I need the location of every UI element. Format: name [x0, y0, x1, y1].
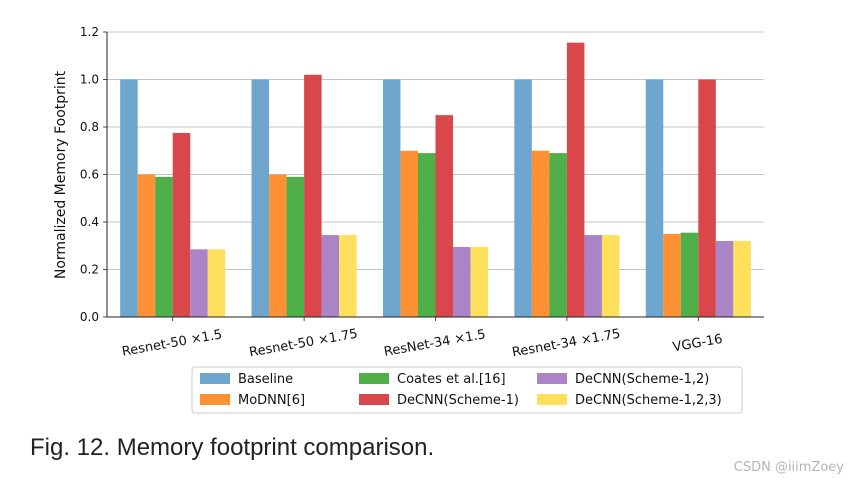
legend-label: DeCNN(Scheme-1,2): [575, 372, 709, 387]
legend-label: Baseline: [238, 372, 293, 387]
bar: [645, 79, 664, 317]
legend-swatch: [537, 394, 567, 405]
bar: [584, 235, 602, 317]
bar: [470, 246, 489, 317]
bar: [120, 79, 138, 317]
y-tick-labels: 0.0 0.2 0.4 0.6 0.8 1.0 1.2: [80, 25, 99, 324]
legend-box: [191, 366, 743, 414]
bar: [417, 153, 436, 317]
legend-label: Coates et al.[16]: [397, 372, 506, 387]
legend-swatch: [537, 373, 567, 384]
legend-swatch: [200, 394, 230, 405]
bar: [304, 74, 322, 317]
bar: [269, 174, 287, 317]
y-tick-label: 1.0: [80, 73, 99, 87]
legend-swatch: [200, 373, 230, 384]
legend-swatch: [359, 373, 389, 384]
bars: [120, 42, 751, 317]
legend: Baseline MoDNN[6] Coates et al.[16] DeCNN(S…: [191, 366, 743, 414]
bar: [155, 176, 173, 317]
x-tick-labels: Resnet-50 ×1.5 Resnet-50 ×1.75 ResNet-34 ×…: [121, 327, 724, 361]
x-tick-label: ResNet-34 ×1.5: [383, 327, 487, 360]
bar: [698, 79, 716, 317]
x-tick-label: VGG-16: [672, 332, 724, 356]
bar: [514, 79, 532, 317]
bar: [137, 174, 156, 317]
bar: [601, 235, 620, 317]
bar: [382, 79, 401, 317]
legend-label: DeCNN(Scheme-1,2,3): [575, 393, 722, 408]
legend-swatch: [359, 394, 389, 405]
bar: [207, 249, 226, 317]
bar: [566, 42, 585, 317]
bar: [251, 79, 270, 317]
legend-label: MoDNN[6]: [238, 393, 305, 408]
y-tick-label: 1.2: [80, 25, 99, 39]
watermark: CSDN @iiimZoey: [733, 460, 844, 475]
bar: [400, 150, 418, 317]
bar: [321, 235, 340, 317]
y-tick-label: 0.4: [80, 215, 99, 229]
bar: [733, 241, 751, 317]
y-tick-label: 0.6: [80, 168, 99, 182]
x-tick-label: Resnet-50 ×1.75: [248, 327, 359, 361]
y-axis-label: Normalized Memory Footprint: [53, 70, 69, 279]
legend-label: DeCNN(Scheme-1): [397, 393, 519, 408]
bar: [663, 233, 681, 317]
bar: [339, 235, 357, 317]
y-tick-label: 0.8: [80, 120, 99, 134]
bar: [172, 132, 191, 317]
bar: [531, 150, 550, 317]
y-tick-label: 0.0: [80, 310, 99, 324]
bar: [286, 176, 305, 317]
x-tick-label: Resnet-34 ×1.75: [511, 327, 622, 361]
bar-chart: 0.00.20.40.60.81.01.2 Resnet-50 ×1.5 Resn…: [53, 25, 764, 414]
figure-caption: Fig. 12. Memory footprint comparison.: [30, 434, 435, 461]
bar: [453, 246, 471, 317]
bar: [435, 115, 454, 317]
x-tick-label: Resnet-50 ×1.5: [121, 327, 224, 359]
axes: [103, 31, 764, 321]
bar: [549, 153, 567, 317]
y-tick-label: 0.2: [80, 263, 99, 277]
bar: [715, 241, 734, 317]
bar: [680, 232, 699, 317]
bar: [190, 249, 208, 317]
